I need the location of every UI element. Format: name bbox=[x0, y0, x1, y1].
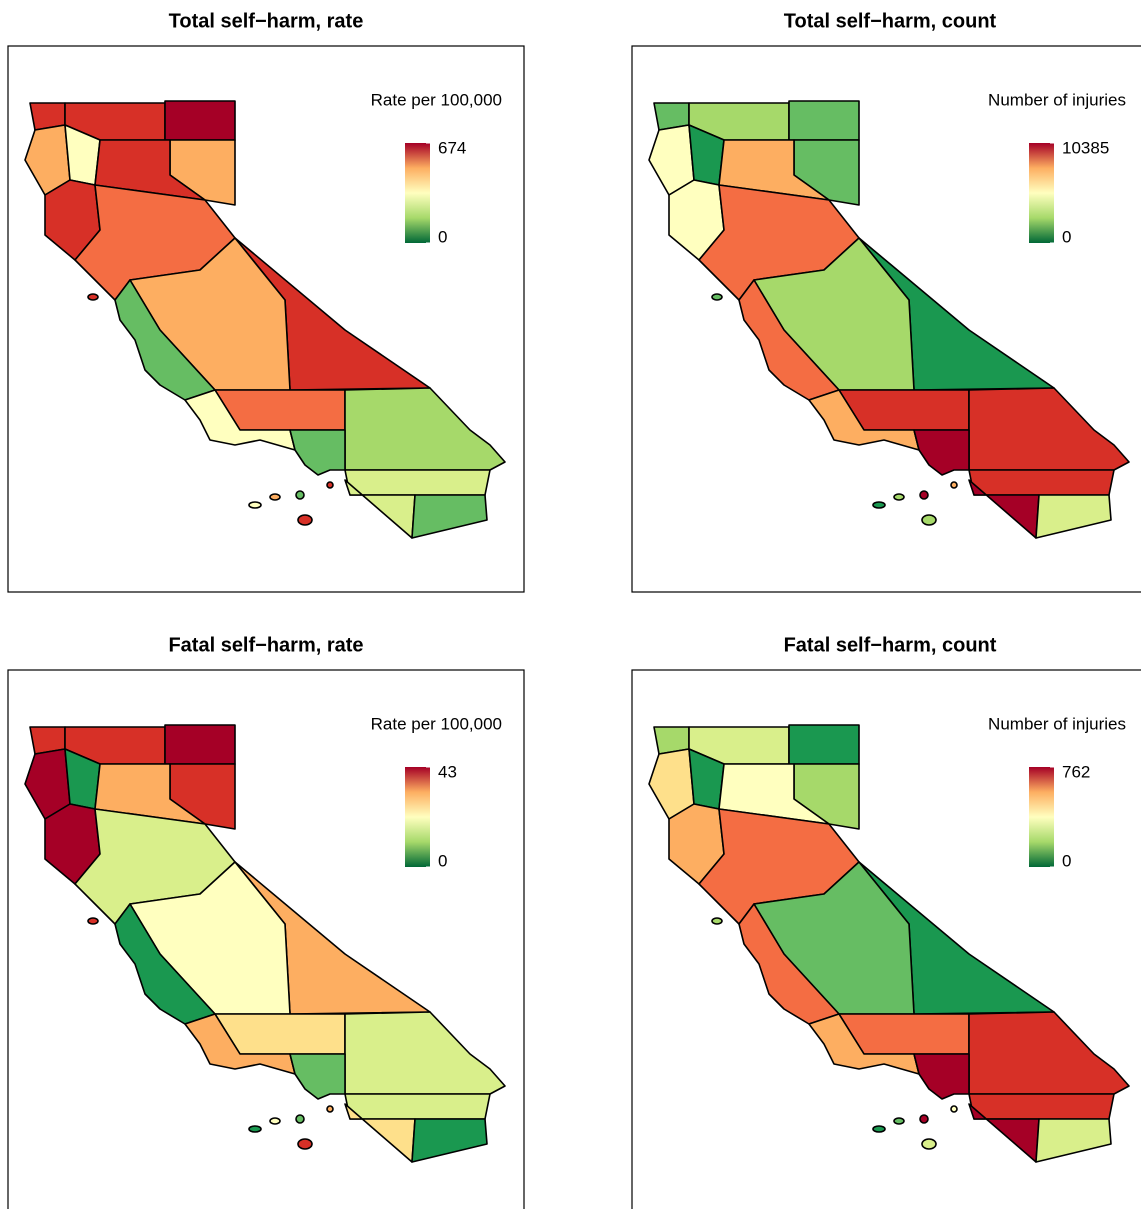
county bbox=[913, 429, 970, 476]
county bbox=[94, 763, 206, 825]
legend-title: Number of injuries bbox=[988, 714, 1126, 733]
county bbox=[344, 1011, 506, 1095]
island bbox=[326, 481, 334, 489]
island bbox=[295, 1114, 305, 1124]
legend-tick-label: 762 bbox=[1062, 762, 1090, 781]
panel: Fatal self−harm, rate Rate per 100,000 0 43 bbox=[7, 634, 525, 1209]
island bbox=[87, 917, 99, 925]
island bbox=[248, 1125, 262, 1133]
county bbox=[968, 387, 1130, 471]
panel: Fatal self−harm, count Number of injuries… bbox=[631, 634, 1141, 1209]
panel-frame bbox=[7, 669, 525, 1209]
island bbox=[297, 1138, 313, 1150]
legend-tick-label: 0 bbox=[1062, 227, 1071, 246]
county bbox=[788, 100, 860, 141]
island bbox=[711, 293, 723, 301]
county bbox=[788, 724, 860, 765]
county bbox=[184, 1013, 296, 1075]
county bbox=[114, 903, 216, 1025]
county bbox=[968, 1093, 1115, 1120]
island bbox=[950, 1105, 958, 1113]
county bbox=[1035, 1118, 1112, 1163]
island bbox=[893, 1117, 905, 1125]
legend-tick-label: 10385 bbox=[1062, 138, 1109, 157]
county bbox=[808, 1013, 920, 1075]
island bbox=[919, 490, 929, 500]
island bbox=[326, 1105, 334, 1113]
county bbox=[114, 279, 216, 401]
panel-title: Fatal self−harm, rate bbox=[168, 634, 363, 656]
panel-title: Total self−harm, rate bbox=[169, 10, 364, 32]
county bbox=[808, 389, 920, 451]
island bbox=[295, 490, 305, 500]
legend-title: Number of injuries bbox=[988, 90, 1126, 109]
island bbox=[872, 501, 886, 509]
panel-title: Fatal self−harm, count bbox=[784, 634, 997, 656]
legend-title: Rate per 100,000 bbox=[371, 90, 502, 109]
panel-frame bbox=[631, 45, 1141, 593]
legend-tick-label: 0 bbox=[1062, 851, 1071, 870]
island bbox=[248, 501, 262, 509]
island bbox=[921, 1138, 937, 1150]
county bbox=[968, 1011, 1130, 1095]
county bbox=[164, 100, 236, 141]
legend-colorbar bbox=[1029, 767, 1054, 867]
island bbox=[297, 514, 313, 526]
county bbox=[411, 1118, 488, 1163]
island bbox=[711, 917, 723, 925]
island bbox=[872, 1125, 886, 1133]
island bbox=[950, 481, 958, 489]
county bbox=[289, 429, 346, 476]
county bbox=[738, 279, 840, 401]
panel-title: Total self−harm, count bbox=[784, 10, 997, 32]
island bbox=[87, 293, 99, 301]
county bbox=[718, 763, 830, 825]
county bbox=[913, 1053, 970, 1100]
panel: Total self−harm, count Number of injuries… bbox=[631, 10, 1141, 593]
county bbox=[164, 724, 236, 765]
county bbox=[718, 139, 830, 201]
panel-frame bbox=[7, 45, 525, 593]
legend-tick-label: 0 bbox=[438, 851, 447, 870]
legend-title: Rate per 100,000 bbox=[371, 714, 502, 733]
county bbox=[344, 469, 491, 496]
county bbox=[968, 469, 1115, 496]
county bbox=[738, 903, 840, 1025]
island bbox=[893, 493, 905, 501]
panel-frame bbox=[631, 669, 1141, 1209]
panel: Total self−harm, rate Rate per 100,000 0 67… bbox=[7, 10, 525, 593]
legend-tick-label: 43 bbox=[438, 762, 457, 781]
county bbox=[411, 494, 488, 539]
legend-colorbar bbox=[405, 767, 430, 867]
island bbox=[919, 1114, 929, 1124]
county bbox=[344, 1093, 491, 1120]
island bbox=[269, 493, 281, 501]
county bbox=[1035, 494, 1112, 539]
legend-colorbar bbox=[405, 143, 430, 243]
island bbox=[269, 1117, 281, 1125]
county bbox=[184, 389, 296, 451]
legend-tick-label: 0 bbox=[438, 227, 447, 246]
county bbox=[94, 139, 206, 201]
county bbox=[344, 387, 506, 471]
legend-tick-label: 674 bbox=[438, 138, 466, 157]
legend-colorbar bbox=[1029, 143, 1054, 243]
island bbox=[921, 514, 937, 526]
county bbox=[289, 1053, 346, 1100]
